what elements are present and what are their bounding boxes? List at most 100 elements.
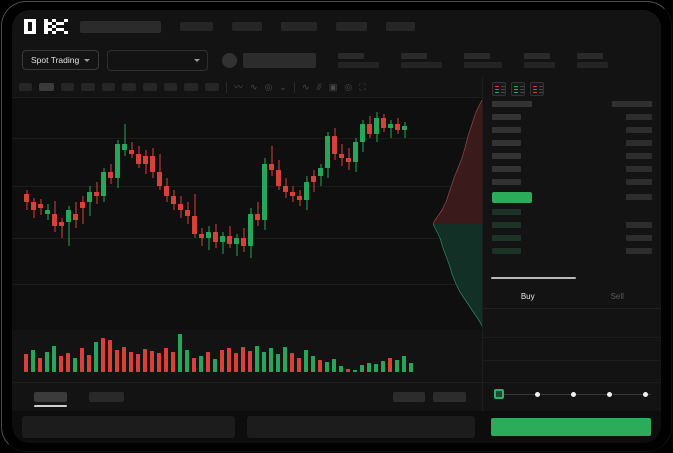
slider-stop-1[interactable] [535,391,540,397]
nav-item-2[interactable] [232,22,262,31]
order-book-view-modes [492,82,544,96]
slider-handle[interactable] [494,389,504,399]
mode-bar [514,86,518,88]
timeframe-button-6[interactable] [122,83,136,91]
slider-stop-4[interactable] [643,391,648,397]
bottom-bar [12,411,661,443]
candle-body [290,192,295,196]
tab-open-orders[interactable] [34,392,67,402]
nav-item-4[interactable] [336,22,367,31]
mode-bar [539,92,543,94]
ob-mode-asks[interactable] [530,82,544,96]
candle-wick [61,218,62,238]
order-book-ask-row-right [626,127,652,133]
volume-bar [171,352,175,372]
candle-body [213,232,218,242]
stat-2 [401,52,443,68]
candlestick [136,98,141,330]
mode-bar [501,86,505,88]
gridline [12,284,482,285]
search-input[interactable] [80,20,161,33]
depth-ask-line [432,99,482,225]
tab-order-history[interactable] [89,392,124,402]
tab-buy[interactable]: Buy [520,292,535,301]
candle-wick [236,234,237,256]
order-book-rows[interactable] [483,101,661,282]
last-price-row[interactable] [492,192,532,203]
candlestick [402,98,407,330]
bottom-panel-2[interactable] [247,416,475,438]
chart-toolbar: 〰 ∿ ◎ ⌄ ∿ ⫻ ▣ ◎ ⛶ [12,77,482,98]
timeframe-button-7[interactable] [143,83,157,91]
toolbar-separator [226,81,227,93]
indicator-icon[interactable]: 〰 [234,81,244,92]
candle-body [220,236,225,242]
price-chart[interactable] [12,98,482,330]
timeframe-button-3[interactable] [61,83,74,91]
volume-bar [290,353,294,372]
mode-bar [533,89,537,91]
amount-slider[interactable] [494,389,654,399]
timeframe-button-4[interactable] [81,83,95,91]
compare-icon[interactable]: ∿ [250,81,258,92]
camera-icon[interactable]: ▣ [328,81,338,92]
candlestick [220,98,225,330]
slider-stop-2[interactable] [571,391,576,397]
bottom-panel-1[interactable] [22,416,235,438]
line-chart-icon[interactable]: ∿ [301,81,310,92]
volume-bar [94,342,98,372]
timeframe-button-5[interactable] [102,83,115,91]
depth-ask-area [433,100,482,224]
volume-bar [339,366,343,372]
timeframe-button-2[interactable] [39,83,54,91]
nav-items [161,22,415,31]
ob-mode-both[interactable] [492,82,506,96]
alert-icon[interactable]: ◎ [264,81,273,92]
tab-sell[interactable]: Sell [610,292,624,301]
stat-2-value [401,61,443,68]
nav-item-5[interactable] [386,22,415,31]
candle-body [367,124,372,134]
timeframe-button-10[interactable] [205,83,219,91]
okx-logo[interactable] [24,19,68,34]
nav-item-1[interactable] [180,22,213,31]
volume-bar [157,353,161,372]
volume-bar [178,334,182,372]
candle-body [73,214,78,220]
bottom-action-2[interactable] [433,392,466,402]
order-book-ask-row-left [492,179,521,185]
buy-sell-tabs: Buy Sell [483,287,661,307]
candlestick [255,98,260,330]
slider-stop-3[interactable] [607,391,612,397]
confirm-button[interactable] [491,418,651,436]
fullscreen-icon[interactable]: ⛶ [359,81,366,92]
mode-bar [539,89,543,91]
nav-item-3[interactable] [281,22,317,31]
settings-icon[interactable]: ◎ [344,81,353,92]
timeframe-button-9[interactable] [184,83,198,91]
trading-pair-dropdown[interactable] [107,49,209,71]
mode-bar [495,86,499,88]
candle-body [269,164,274,170]
volume-bar [332,359,336,372]
candlestick [164,98,169,330]
stat-1-label [338,52,365,59]
bottom-action-1[interactable] [393,392,425,402]
timeframe-button-1[interactable] [19,83,32,91]
volume-bar [66,353,70,372]
magnet-icon[interactable]: ⫻ [316,81,322,92]
volume-bar [52,346,56,372]
candle-body [164,186,169,196]
candle-body [101,172,106,196]
candle-body [248,214,253,246]
chevron-down-icon[interactable]: ⌄ [279,81,287,92]
volume-bar [108,340,112,372]
candle-body [136,154,141,164]
market-type-dropdown[interactable]: Spot Trading [22,50,100,70]
candle-body [185,210,190,216]
timeframe-button-8[interactable] [164,83,177,91]
order-book-scrollbar[interactable] [491,277,576,279]
top-navigation-bar [12,10,661,43]
ob-mode-bids[interactable] [511,82,525,96]
